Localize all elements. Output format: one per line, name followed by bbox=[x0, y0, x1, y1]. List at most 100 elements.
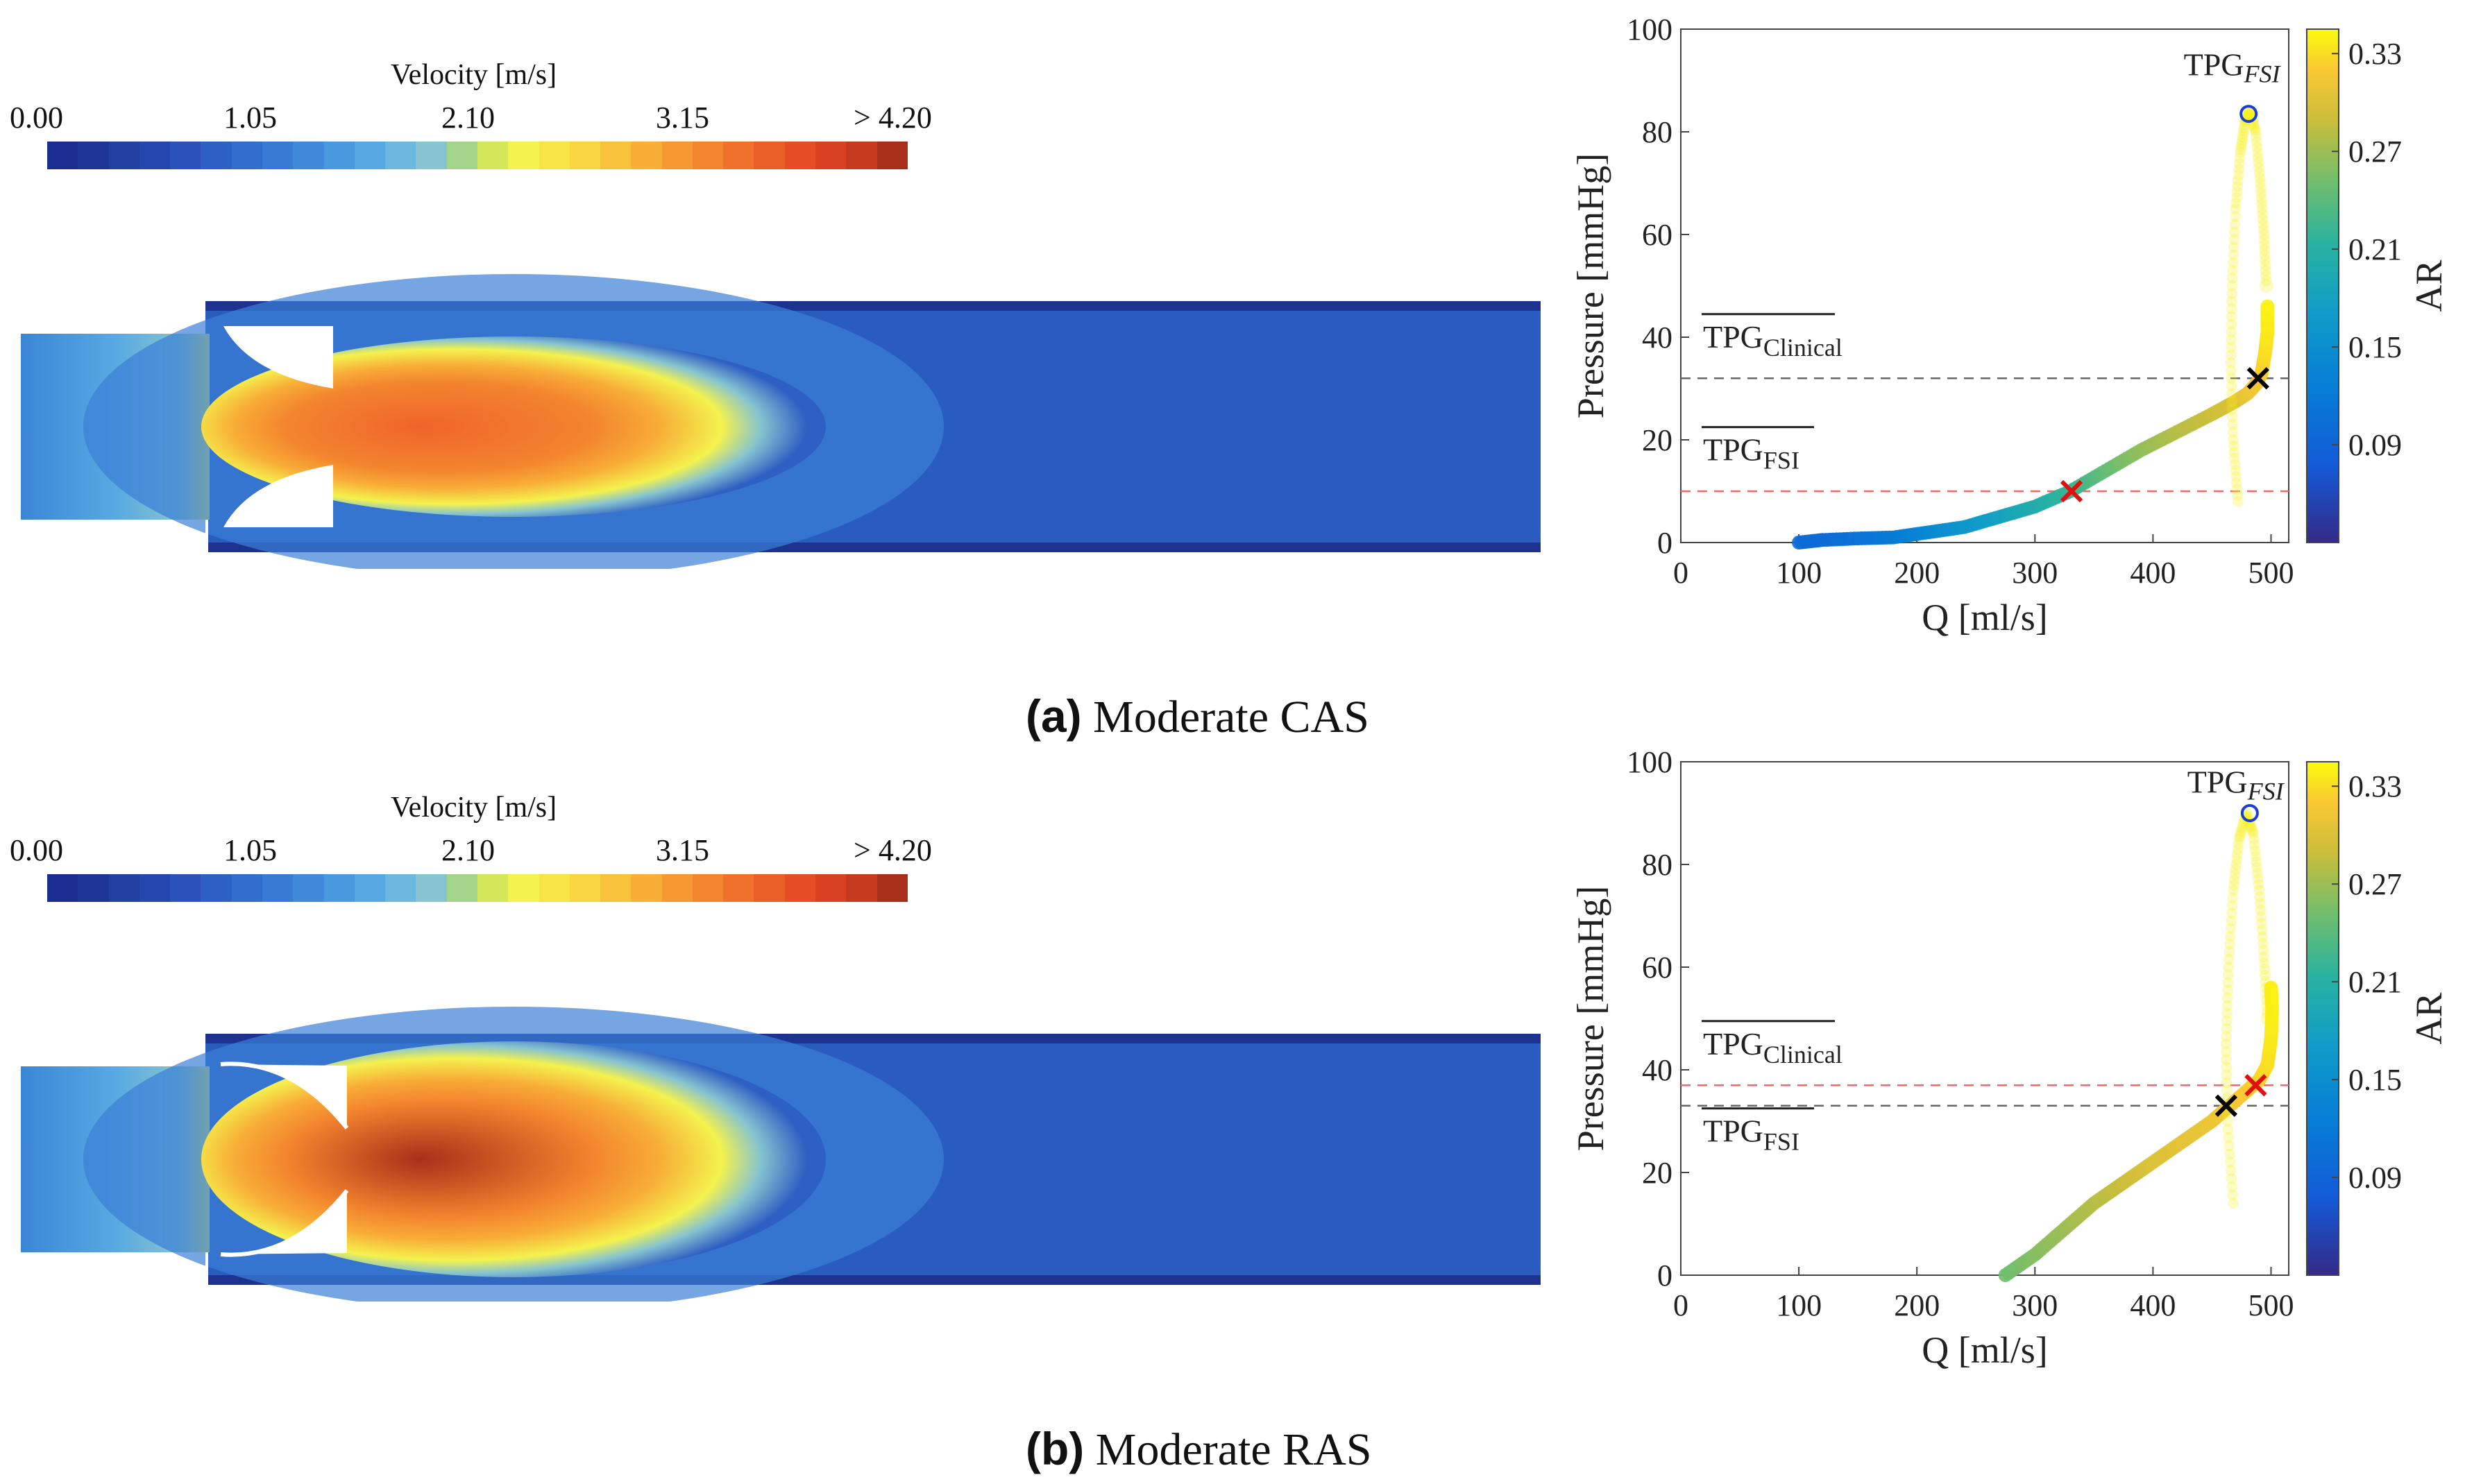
data-point bbox=[2233, 833, 2245, 844]
y-axis-label: Pressure [mmHg] bbox=[1570, 886, 1611, 1151]
data-point bbox=[2260, 988, 2272, 1000]
ar-tick-label: 0.27 bbox=[2348, 867, 2402, 901]
ar-tick-label: 0.09 bbox=[2348, 428, 2402, 462]
velocity-colorbar-swatch bbox=[723, 874, 754, 902]
data-point bbox=[2221, 1054, 2233, 1066]
data-point bbox=[2255, 918, 2267, 930]
leaflet-top bbox=[223, 326, 333, 389]
data-point bbox=[2226, 1172, 2237, 1184]
data-point bbox=[2228, 885, 2239, 896]
data-point bbox=[2237, 128, 2249, 139]
data-point bbox=[2221, 1023, 2233, 1034]
data-point bbox=[2257, 208, 2269, 220]
data-point bbox=[2258, 234, 2270, 246]
data-point bbox=[2232, 180, 2244, 192]
tpg-fsi-peak-marker bbox=[2240, 804, 2259, 822]
velocity-tick-2: 2.10 bbox=[441, 101, 495, 135]
velocity-colorbar-swatch bbox=[477, 874, 509, 902]
velocity-colorbar-swatch bbox=[78, 874, 109, 902]
y-tick-label: 60 bbox=[1642, 950, 1672, 984]
leaflet-bottom bbox=[221, 1191, 347, 1255]
data-point bbox=[2260, 259, 2271, 271]
data-point bbox=[2229, 459, 2241, 470]
panel-b: Velocity [m/s] 0.00 1.05 2.10 3.15 > 4.2… bbox=[0, 733, 2465, 1475]
data-point bbox=[2226, 395, 2238, 407]
velocity-colorbar-swatch bbox=[876, 142, 908, 169]
data-point bbox=[2251, 862, 2263, 873]
velocity-colorbar-swatch bbox=[201, 142, 232, 169]
data-point bbox=[2232, 843, 2244, 855]
data-point bbox=[2260, 270, 2272, 282]
velocity-colorbar-swatch bbox=[47, 874, 78, 902]
data-point bbox=[2258, 223, 2269, 235]
velocity-colorbar-swatch bbox=[600, 874, 632, 902]
velocity-colorbar-swatch bbox=[815, 142, 847, 169]
x-marker bbox=[2244, 1074, 2267, 1097]
data-point bbox=[2226, 334, 2237, 346]
x-tick-label: 300 bbox=[2012, 556, 2058, 590]
data-point bbox=[2244, 106, 2255, 118]
x-tick-label: 0 bbox=[1673, 556, 1688, 590]
data-point bbox=[2223, 962, 2235, 973]
velocity-colorbar-swatch bbox=[723, 142, 754, 169]
velocity-tick-3-b: 3.15 bbox=[656, 833, 709, 867]
data-point bbox=[2232, 848, 2244, 860]
data-point bbox=[2260, 975, 2271, 987]
data-point bbox=[2251, 136, 2262, 148]
data-point bbox=[2226, 288, 2238, 300]
data-point bbox=[2258, 239, 2270, 250]
x-tick-label: 0 bbox=[1673, 1288, 1688, 1322]
velocity-colorbar-swatch bbox=[416, 874, 447, 902]
data-point bbox=[2226, 318, 2237, 330]
ar-colorbar-label: AR bbox=[2408, 259, 2450, 312]
reference-line-label: TPGFSI bbox=[1703, 1114, 1799, 1156]
data-point bbox=[2226, 311, 2237, 323]
caption-b-text: Moderate RAS bbox=[1095, 1424, 1372, 1475]
velocity-colorbar-swatch bbox=[600, 142, 632, 169]
data-point bbox=[2228, 241, 2239, 253]
velocity-colorbar-swatch bbox=[446, 142, 477, 169]
data-point bbox=[2225, 1165, 2237, 1177]
data-point bbox=[2233, 157, 2245, 169]
data-point bbox=[2227, 418, 2239, 430]
data-point bbox=[2234, 152, 2246, 164]
data-point bbox=[2246, 826, 2258, 837]
data-point bbox=[2238, 815, 2250, 827]
y-tick-label: 40 bbox=[1642, 1053, 1672, 1087]
x-tick-label: 200 bbox=[1894, 556, 1940, 590]
velocity-colorbar-title: Velocity [m/s] bbox=[391, 59, 557, 91]
data-point bbox=[2230, 477, 2242, 489]
data-point bbox=[2260, 994, 2272, 1006]
ar-tick-label: 0.15 bbox=[2348, 1063, 2402, 1097]
data-point bbox=[2232, 489, 2244, 501]
velocity-colorbar-swatch bbox=[262, 874, 294, 902]
velocity-colorbar-swatch bbox=[323, 142, 355, 169]
data-point bbox=[2235, 144, 2246, 155]
data-point bbox=[2227, 892, 2239, 904]
data-point bbox=[2257, 937, 2269, 949]
data-point bbox=[2221, 1069, 2233, 1081]
data-point bbox=[2228, 434, 2239, 445]
data-point bbox=[2255, 187, 2267, 199]
pressure-flow-chart-a: 0 100 200 300 400 500 0 20 40 60 80 100 Q [ml/s] Pres… bbox=[1570, 12, 2450, 638]
pressure-flow-chart-b: 0 100 200 300 400 500 0 20 40 60 80 100 Q [ml/s] Pres… bbox=[1570, 745, 2450, 1371]
velocity-colorbar-swatch bbox=[262, 142, 294, 169]
data-point bbox=[2226, 296, 2238, 307]
data-point bbox=[2226, 303, 2237, 315]
data-point bbox=[2255, 904, 2267, 916]
data-point bbox=[2259, 249, 2271, 261]
x-tick-label: 200 bbox=[1894, 1288, 1940, 1322]
ar-tick-label: 0.27 bbox=[2348, 135, 2402, 169]
data-point bbox=[2256, 198, 2268, 210]
data-point bbox=[2221, 1077, 2233, 1089]
data-point bbox=[2252, 873, 2264, 885]
reference-line-label: TPGClinical bbox=[1703, 1026, 1843, 1068]
data-point bbox=[2223, 946, 2235, 957]
velocity-colorbar-swatch bbox=[508, 142, 539, 169]
velocity-colorbar-swatch bbox=[293, 142, 324, 169]
data-point bbox=[2257, 931, 2269, 943]
data-point bbox=[2222, 984, 2234, 996]
velocity-colorbar-swatch bbox=[139, 142, 171, 169]
data-point bbox=[2223, 1132, 2235, 1143]
series-0 bbox=[1998, 980, 2280, 1282]
